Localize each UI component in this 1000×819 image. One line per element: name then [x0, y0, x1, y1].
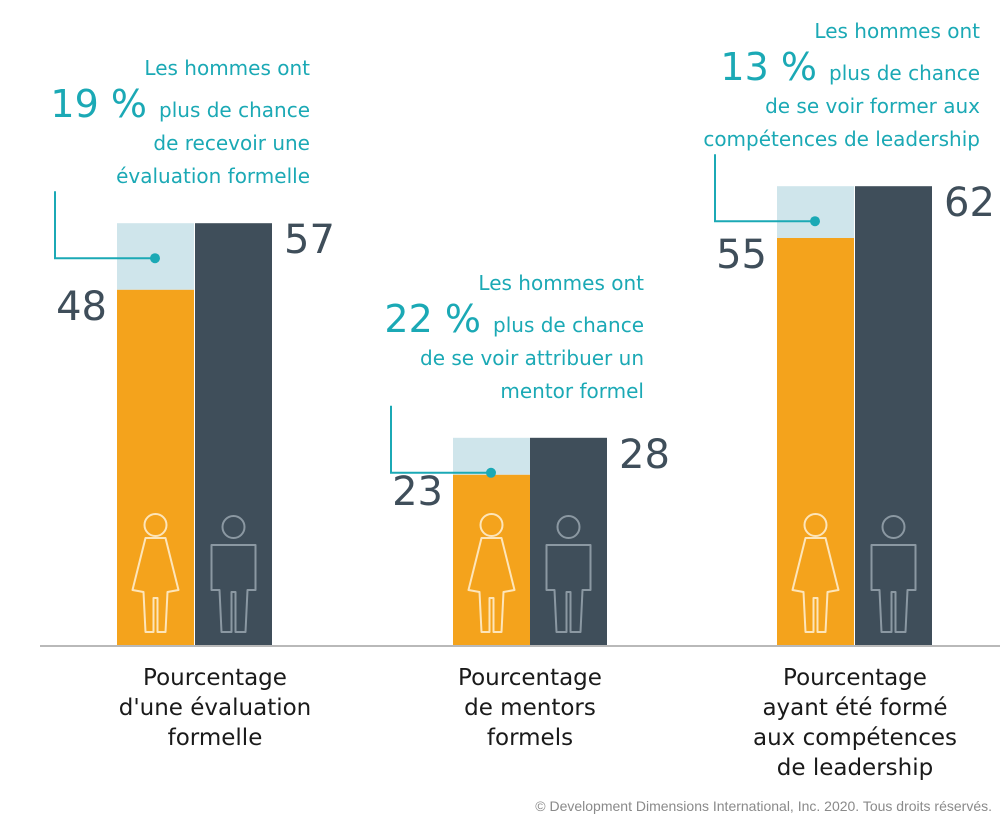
annotation-text: plus de chance	[829, 61, 980, 85]
annotation-line: 13 % plus de chance	[720, 45, 980, 89]
annotation-percent: 19 %	[50, 82, 159, 126]
annotation-line: de se voir former aux	[765, 94, 980, 118]
category-label: de mentors	[464, 695, 596, 721]
annotation-dot	[810, 216, 820, 227]
annotation-percent: 13 %	[720, 45, 829, 89]
annotation-text: plus de chance	[493, 313, 644, 337]
annotation-line: Les hommes ont	[478, 271, 644, 295]
annotation-line: compétences de leadership	[703, 127, 980, 151]
man-outline-icon	[556, 515, 581, 539]
man-outline-icon	[881, 515, 906, 539]
woman-outline-icon	[791, 537, 840, 633]
women-value-label: 23	[392, 469, 443, 515]
annotation-connector	[54, 191, 155, 260]
man-outline-icon	[545, 544, 592, 633]
women-bar	[777, 238, 854, 645]
men-value-label: 28	[619, 432, 670, 478]
annotation-line: mentor formel	[500, 379, 644, 403]
annotation-line: Les hommes ont	[144, 56, 310, 80]
woman-outline-icon	[479, 513, 504, 537]
men-value-label: 57	[284, 217, 335, 263]
gap-bar	[777, 186, 854, 238]
category-label: formelle	[168, 725, 263, 751]
woman-outline-icon	[143, 513, 168, 537]
woman-outline-icon	[131, 537, 180, 633]
men-bar	[530, 437, 607, 645]
woman-outline-icon	[467, 537, 516, 633]
category-label: Pourcentage	[143, 665, 287, 691]
annotation-line: 22 % plus de chance	[384, 297, 644, 341]
men-bar	[195, 223, 272, 645]
category-label: Pourcentage	[458, 665, 602, 691]
annotation-connector	[714, 154, 815, 223]
annotation-line: de recevoir une	[153, 131, 310, 155]
annotation-dot	[150, 253, 160, 264]
women-value-label: 48	[56, 284, 107, 330]
category-label: ayant été formé	[762, 695, 947, 721]
annotation-line: de se voir attribuer un	[420, 346, 644, 370]
man-outline-icon	[210, 544, 257, 633]
man-outline-icon	[221, 515, 246, 539]
annotation-percent: 22 %	[384, 297, 493, 341]
annotation-line: évaluation formelle	[116, 164, 310, 188]
women-bar	[117, 289, 194, 645]
category-label: aux compétences	[753, 725, 957, 751]
annotation-connector	[390, 405, 491, 474]
women-value-label: 55	[716, 232, 767, 278]
annotation-line: Les hommes ont	[814, 19, 980, 43]
annotation-line: 19 % plus de chance	[50, 82, 310, 126]
annotation-dot	[486, 467, 496, 478]
men-value-label: 62	[944, 180, 995, 226]
category-label: d'une évaluation	[119, 695, 312, 721]
men-bar	[855, 186, 932, 645]
category-label: formels	[487, 725, 573, 751]
category-label: Pourcentage	[783, 665, 927, 691]
woman-outline-icon	[803, 513, 828, 537]
women-bar	[453, 474, 530, 645]
category-label: de leadership	[777, 755, 933, 781]
annotation-text: plus de chance	[159, 98, 310, 122]
copyright-footer: © Development Dimensions International, …	[535, 798, 992, 814]
man-outline-icon	[870, 544, 917, 633]
